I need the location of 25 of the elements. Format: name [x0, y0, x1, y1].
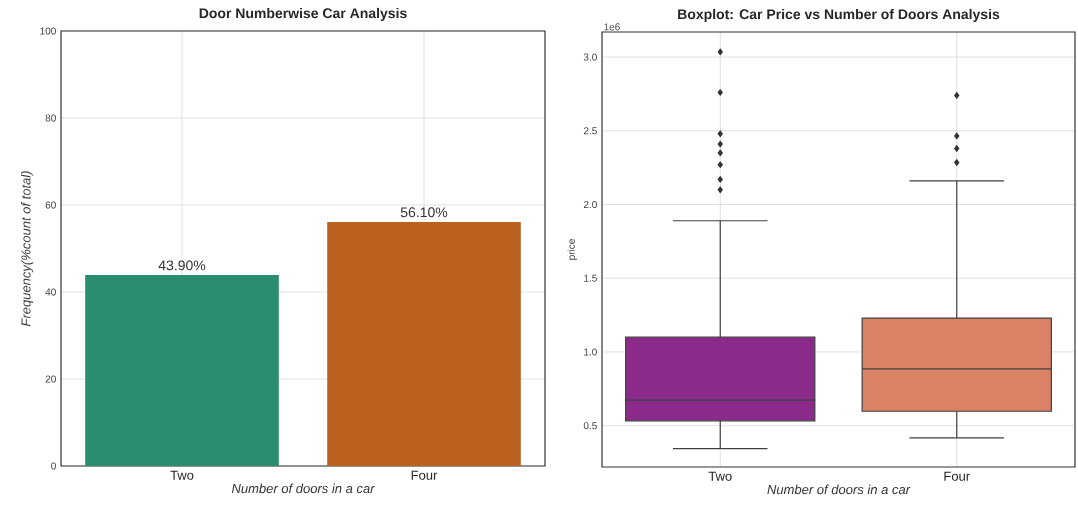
- x-axis-title: Number of doors in a car: [767, 484, 911, 495]
- y-axis-title: Frequency(%count of total): [21, 171, 34, 327]
- y-tick-label: 80: [45, 114, 56, 122]
- y-tick-label: 60: [45, 201, 56, 209]
- x-tick-label: Four: [944, 471, 970, 481]
- y-tick-label: 2.0: [583, 200, 597, 209]
- y-tick-label: 1.0: [584, 348, 597, 356]
- y-tick-label: 40: [45, 288, 56, 296]
- text: 1e6: [604, 23, 620, 31]
- y-tick-label: 1.5: [584, 274, 597, 282]
- x-tick-label: Four: [411, 470, 438, 480]
- y-tick-label: 3.0: [583, 53, 597, 61]
- data-label: 43.90%: [158, 260, 206, 271]
- y-tick-label: 2.5: [583, 127, 597, 135]
- x-tick-label: Two: [170, 470, 194, 480]
- y-tick-label: 0.5: [583, 422, 597, 430]
- y-tick-label: 20: [45, 375, 56, 383]
- x-axis-title: Number of doors in a car: [231, 483, 375, 494]
- y-tick-label: 0: [51, 462, 56, 470]
- chart-title: Boxplot: Car Price vs Number of Doors Analysis: [678, 8, 1000, 22]
- y-tick-label: 100: [40, 27, 56, 35]
- chart-title: Door Numberwise Car Analysis: [199, 7, 407, 21]
- y-axis-title: price: [567, 239, 577, 260]
- data-label: 56.10%: [400, 207, 448, 218]
- x-tick-label: Two: [708, 471, 732, 481]
